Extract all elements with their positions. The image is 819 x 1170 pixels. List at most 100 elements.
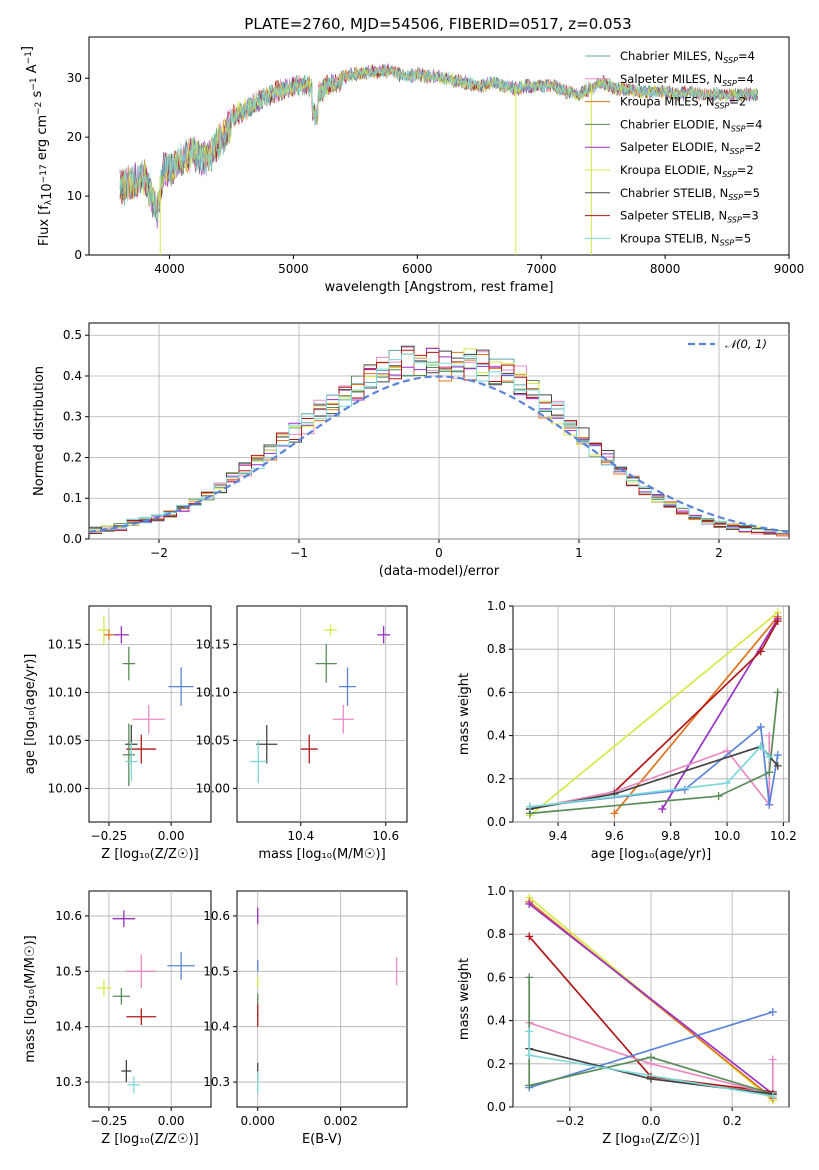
- y-tick-label: 0.4: [487, 1014, 506, 1028]
- weight-marker: [773, 751, 782, 760]
- y-tick-label: 10.3: [55, 1075, 82, 1089]
- x-tick-label: 9.4: [549, 829, 568, 843]
- x-tick-label: 10.0: [714, 829, 741, 843]
- weight-marker: [765, 768, 774, 777]
- x-tick-label: 0.2: [723, 1114, 742, 1128]
- y-tick-label: 10.5: [55, 964, 82, 978]
- weight-line-chabrier-elodie: [529, 692, 779, 815]
- x-tick-label: 9.8: [661, 829, 680, 843]
- x-tick-label: −0.2: [555, 1114, 584, 1128]
- legend-label: Kroupa ELODIE, NSSP=2: [620, 163, 754, 179]
- spectrum-panel: 4000 5000 6000 7000 8000 9000 0 10 20 30 wavelengt…: [20, 36, 804, 295]
- y-tick-label: 0.4: [487, 729, 506, 743]
- weight-line-kroupa-stelib: [529, 745, 770, 808]
- data-point: [256, 1014, 259, 1017]
- data-point: [382, 634, 385, 636]
- weight-marker: [525, 973, 534, 982]
- mass-vs-ebv-panel: 0.000 0.002 10.3 10.4 10.5 10.6 E(B-V): [203, 890, 408, 1147]
- data-point: [256, 981, 259, 984]
- data-point: [395, 970, 398, 973]
- spectrum-line-salpeter-miles: [119, 64, 758, 213]
- spectrum-line-kroupa-stelib: [119, 64, 759, 222]
- y-tick-label: 10: [67, 189, 82, 203]
- y-tick-label: 0.8: [487, 927, 506, 941]
- y-tick-label: 1.0: [487, 599, 506, 613]
- weight-vs-metallicity-panel: −0.2 0.0 0.2 0.0 0.2 0.4 0.6 0.8 1.0 Z [log₁₀(Z/Z…: [457, 884, 790, 1147]
- x-tick-label: 0: [435, 546, 443, 560]
- y-tick-label: 10.5: [203, 964, 230, 978]
- weight-marker: [680, 785, 689, 794]
- x-axis-label: Z [log₁₀(Z/Z☉)]: [101, 847, 198, 862]
- y-tick-label: 10.15: [196, 637, 230, 651]
- histogram-series-group: [89, 345, 789, 537]
- weight-marker: [765, 731, 774, 740]
- y-tick-label: 10.6: [203, 909, 230, 923]
- data-point: [103, 987, 105, 989]
- y-tick-label: 0.6: [487, 970, 506, 984]
- weight-line-kroupa-elodie: [529, 611, 779, 817]
- data-point: [140, 970, 143, 973]
- x-tick-label: 10.6: [372, 829, 399, 843]
- axes-frame: [88, 605, 212, 823]
- data-point: [308, 748, 311, 750]
- data-point: [256, 915, 259, 917]
- data-point: [108, 634, 110, 636]
- y-axis-label: Normed distribution: [32, 366, 47, 496]
- weight-marker: [723, 779, 732, 788]
- x-axis-label: age [log₁₀(age/yr)]: [591, 847, 712, 862]
- legend-label: 𝒩(0, 1): [725, 337, 767, 351]
- x-tick-label: 9.6: [605, 829, 624, 843]
- x-tick-label: 1: [575, 546, 583, 560]
- data-point: [180, 964, 182, 967]
- y-tick-label: 10.05: [48, 733, 82, 747]
- weight-marker: [756, 647, 765, 656]
- data-point: [103, 629, 105, 631]
- data-point: [256, 1081, 259, 1083]
- data-point: [342, 718, 345, 721]
- x-tick-label: −1: [290, 546, 308, 560]
- y-tick-label: 10.10: [48, 685, 82, 699]
- y-tick-label: 0.3: [63, 410, 82, 424]
- y-tick-label: 10.15: [48, 637, 82, 651]
- weight-marker: [610, 809, 619, 818]
- y-tick-label: 0.5: [63, 328, 82, 342]
- weight-marker: [714, 792, 723, 801]
- data-point: [265, 743, 268, 746]
- weight-marker: [768, 1055, 777, 1064]
- weight-line-kroupa-miles: [528, 901, 774, 1100]
- axes-frame: [236, 890, 408, 1108]
- data-point: [133, 1084, 135, 1086]
- x-tick-label: 10.4: [287, 829, 314, 843]
- weight-marker: [773, 761, 782, 770]
- y-tick-label: 0.1: [63, 491, 82, 505]
- weight-marker: [525, 899, 534, 908]
- data-point: [180, 685, 182, 688]
- y-tick-label: 1.0: [487, 884, 506, 898]
- x-tick-label: 7000: [526, 262, 557, 276]
- weight-marker: [768, 1092, 777, 1101]
- x-tick-label: −0.25: [91, 1114, 128, 1128]
- residual-histogram-panel: −2 −1 0 1 2 0.0 0.1 0.2 0.3 0.4 0.5 (data-model)/er…: [32, 322, 790, 579]
- axes-frame: [88, 890, 212, 1108]
- y-tick-label: 10.10: [196, 685, 230, 699]
- data-point: [120, 995, 123, 998]
- weight-line-kroupa-miles: [613, 616, 779, 814]
- weight-marker: [658, 805, 667, 814]
- legend-label: Kroupa STELIB, NSSP=5: [620, 231, 751, 247]
- weight-line-gaussian: [528, 1011, 774, 1089]
- y-tick-label: 0.0: [487, 815, 506, 829]
- x-tick-label: 8000: [650, 262, 681, 276]
- y-tick-label: 0.6: [487, 685, 506, 699]
- age-vs-mass-panel: 10.4 10.6 10.00 10.05 10.10 10.15 mass [log₁₀(…: [196, 605, 408, 862]
- y-tick-label: 10.6: [55, 909, 82, 923]
- figure-title: PLATE=2760, MJD=54506, FIBERID=0517, z=0…: [244, 15, 631, 33]
- weight-marker: [765, 800, 774, 809]
- legend-label: Salpeter STELIB, NSSP=3: [620, 209, 759, 225]
- y-tick-label: 0.8: [487, 642, 506, 656]
- weight-vs-age-panel: 9.4 9.6 9.8 10.0 10.2 0.0 0.2 0.4 0.6 0.8 1.0 age […: [457, 599, 797, 862]
- legend-label: Chabrier ELODIE, NSSP=4: [620, 117, 762, 133]
- y-tick-label: 10.3: [203, 1075, 230, 1089]
- axes-frame: [236, 605, 408, 823]
- spectrum-line-kroupa-elodie: [119, 65, 759, 221]
